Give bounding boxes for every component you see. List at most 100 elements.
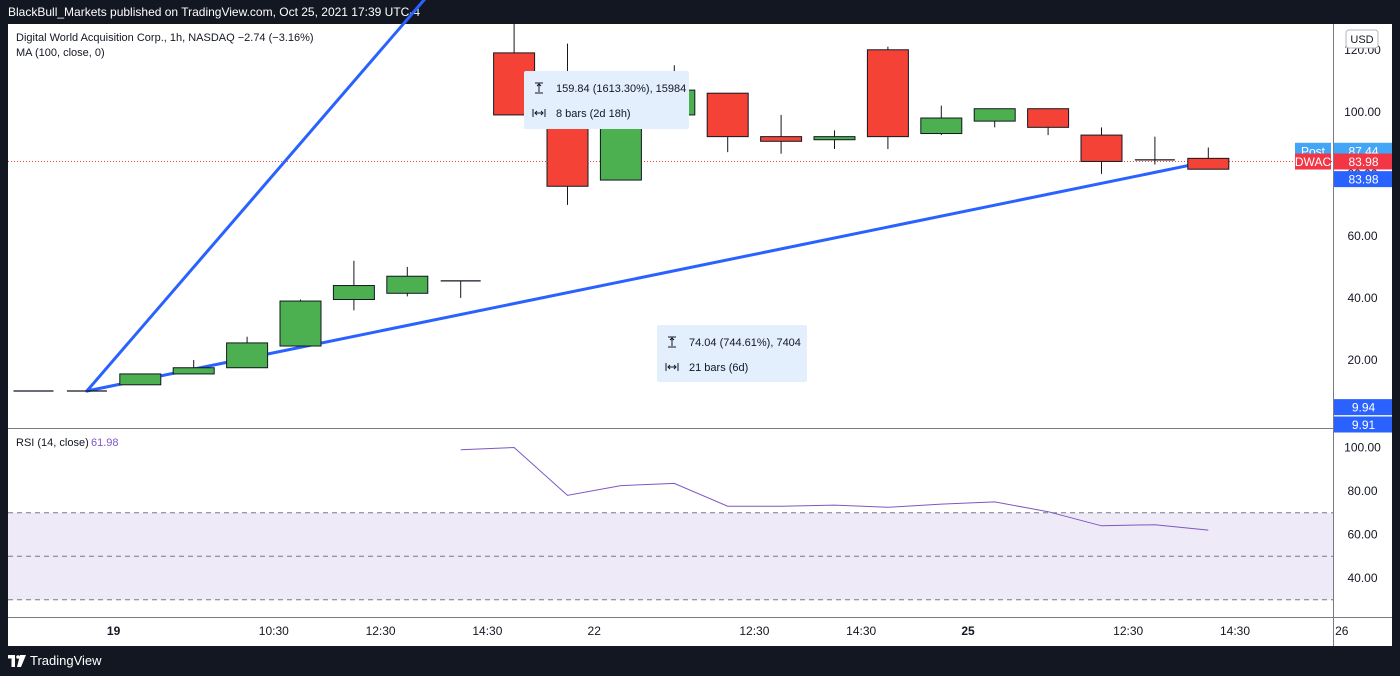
time-axis-tick-label: 12:30 <box>739 624 769 638</box>
rsi-pane <box>8 446 1333 601</box>
symbol-legend: Digital World Acquisition Corp., 1h, NAS… <box>16 32 314 44</box>
footer-brand: TradingView <box>30 653 102 668</box>
candle-body <box>813 136 856 141</box>
trend-line-2[interactable] <box>85 159 1210 393</box>
candle-body <box>1187 157 1230 170</box>
candle-body <box>226 342 269 369</box>
tradingview-logo-icon <box>8 655 26 667</box>
price-badge-bg <box>1334 399 1392 416</box>
time-axis-tick-label: 14:30 <box>1220 624 1250 638</box>
candle[interactable] <box>440 280 481 298</box>
measurement-box[interactable]: 74.04 (744.61%), 7404 21 bars (6d) <box>657 325 807 382</box>
candle[interactable] <box>1027 108 1070 136</box>
candle[interactable] <box>706 92 749 153</box>
rsi-legend-label: RSI (14, close) <box>16 437 89 449</box>
candle-body <box>386 275 429 294</box>
candle-body <box>1080 134 1123 162</box>
price-badge: 83.98 <box>1334 171 1392 188</box>
price-badge-value: 9.91 <box>1352 418 1376 432</box>
time-axis-tick-label: 12:30 <box>366 624 396 638</box>
candle-body <box>332 285 375 300</box>
candle[interactable] <box>66 390 107 392</box>
rsi-legend-value: 61.98 <box>91 437 119 449</box>
price-axis-tick-label: 20.00 <box>1347 353 1377 367</box>
candle-body <box>119 373 162 386</box>
candle[interactable] <box>13 390 54 392</box>
trend-line-1[interactable] <box>85 0 514 393</box>
time-axis-tick-label: 19 <box>107 624 121 638</box>
time-axis-tick-label: 14:30 <box>846 624 876 638</box>
price-axis-tick-label: 40.00 <box>1347 291 1377 305</box>
publisher-bar: BlackBull_Markets published on TradingVi… <box>0 0 1400 24</box>
rsi-legend: RSI (14, close) 61.98 <box>16 437 119 449</box>
price-badge-value: 83.98 <box>1348 155 1378 169</box>
candle[interactable] <box>760 114 803 154</box>
candle[interactable] <box>1134 136 1175 165</box>
candle[interactable] <box>973 108 1016 128</box>
candle-body <box>973 108 1016 122</box>
time-axis-tick-label: 26 <box>1335 624 1349 638</box>
measurement-tools: 159.84 (1613.30%), 15984 8 bars (2d 18h) 7… <box>524 71 807 382</box>
rsi-axis-tick-label: 80.00 <box>1347 484 1377 498</box>
price-range-icon <box>535 82 543 94</box>
ma-legend: MA (100, close, 0) <box>16 47 105 59</box>
footer-bar: TradingView <box>0 646 1400 676</box>
price-badge-bg <box>1334 416 1392 433</box>
rsi-axis-tick-label: 100.00 <box>1344 441 1381 455</box>
price-badge: 9.91 <box>1334 416 1392 433</box>
currency-button[interactable]: USD <box>1345 29 1379 49</box>
candle-body <box>866 49 909 138</box>
legend: Digital World Acquisition Corp., 1h, NAS… <box>16 29 1379 449</box>
price-badge: 83.98 DWAC <box>1295 153 1392 170</box>
candle[interactable] <box>866 46 909 150</box>
trend-lines <box>85 0 1210 393</box>
rsi-axis-tick-label: 40.00 <box>1347 571 1377 585</box>
price-range-icon <box>668 336 676 348</box>
measurement-bars-text: 8 bars (2d 18h) <box>556 108 631 120</box>
time-axis-tick-label: 14:30 <box>472 624 502 638</box>
bar-range-icon <box>532 109 546 117</box>
measurement-box-bg <box>524 71 689 129</box>
price-axis-tick-label: 60.00 <box>1347 229 1377 243</box>
price-badge-value: 9.94 <box>1352 401 1376 415</box>
candle-body <box>760 136 803 142</box>
currency-label: USD <box>1350 34 1373 46</box>
publisher-text: BlackBull_Markets published on TradingVi… <box>8 5 420 19</box>
measurement-price-text: 159.84 (1613.30%), 15984 <box>556 83 686 95</box>
price-badge-bg <box>1334 171 1392 188</box>
candle-body <box>706 92 749 138</box>
price-badge-value: 83.98 <box>1348 173 1378 187</box>
candle[interactable] <box>279 299 322 347</box>
candle-body <box>1027 108 1070 128</box>
candle[interactable] <box>1187 147 1230 170</box>
measurement-box-bg <box>657 325 807 382</box>
candle[interactable] <box>332 260 375 311</box>
candle[interactable] <box>920 105 963 136</box>
price-badge-tag-bg <box>1295 153 1331 170</box>
time-axis-tick-label: 12:30 <box>1113 624 1143 638</box>
time-axis: 19 10:30 12:30 14:30 22 12:30 14:30 25 12:30 14:3… <box>107 624 1349 638</box>
measurement-bars-text: 21 bars (6d) <box>689 362 748 374</box>
candle[interactable] <box>119 373 162 386</box>
candle[interactable] <box>1080 127 1123 174</box>
measurement-price-text: 74.04 (744.61%), 7404 <box>689 337 801 349</box>
time-axis-tick-label: 22 <box>588 624 602 638</box>
time-axis-tick-label: 10:30 <box>259 624 289 638</box>
candle-body <box>172 367 215 375</box>
price-badge-bg <box>1334 153 1392 170</box>
candle[interactable] <box>226 336 269 369</box>
candle[interactable] <box>813 130 856 150</box>
time-axis-tick-label: 25 <box>961 624 975 638</box>
price-badge-tag: DWAC <box>1295 155 1332 169</box>
price-axis: 40.0060.0080.00100.0020.0040.0060.0080.0… <box>1295 43 1392 585</box>
rsi-axis-tick-label: 60.00 <box>1347 528 1377 542</box>
candle[interactable] <box>386 266 429 297</box>
bar-range-icon <box>665 363 679 371</box>
price-axis-tick-label: 100.00 <box>1344 105 1381 119</box>
candle[interactable] <box>172 359 215 375</box>
measurement-box[interactable]: 159.84 (1613.30%), 15984 8 bars (2d 18h) <box>524 71 689 129</box>
candle-body <box>920 117 963 135</box>
candle-body <box>279 300 322 347</box>
rsi-line[interactable] <box>460 446 1209 531</box>
